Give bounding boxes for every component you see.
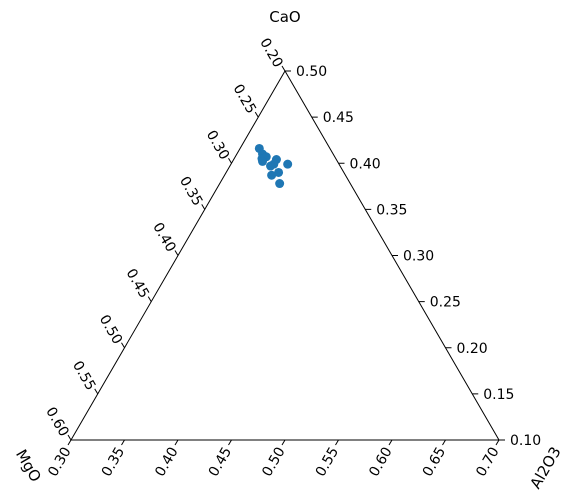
al2o3-tick: [281, 439, 286, 446]
cao-tick-label: 0.10: [510, 433, 541, 449]
ternary-labels: CaO MgO Al2O3: [12, 8, 565, 492]
al2o3-tick: [228, 439, 232, 446]
cao-axis-label: CaO: [269, 8, 300, 26]
al2o3-tick: [121, 439, 125, 446]
al2o3-tick: [335, 439, 339, 446]
al2o3-tick-label: 0.35: [99, 445, 128, 480]
cao-tick-label: 0.15: [483, 387, 514, 403]
mgo-tick: [94, 388, 99, 395]
al2o3-tick-label: 0.45: [206, 445, 235, 480]
al2o3-tick-label: 0.50: [259, 445, 288, 480]
al2o3-tick-label: 0.40: [152, 445, 181, 480]
data-point: [283, 159, 293, 169]
data-point: [266, 161, 276, 171]
cao-tick-label: 0.30: [403, 249, 434, 265]
cao-tick-label: 0.40: [350, 156, 381, 172]
mgo-tick: [254, 111, 259, 118]
mgo-tick: [228, 157, 232, 164]
ternary-axes: [70, 70, 500, 441]
mgo-tick: [121, 342, 125, 349]
mgo-tick-label: 0.45: [123, 266, 152, 301]
mgo-tick-label: 0.50: [96, 312, 125, 347]
al2o3-tick: [442, 439, 446, 446]
cao-tick-label: 0.50: [296, 64, 327, 80]
cao-tick-label: 0.35: [376, 202, 407, 218]
mgo-tick-label: 0.20: [256, 36, 285, 71]
data-point: [258, 156, 268, 166]
mgo-axis-label: MgO: [12, 446, 45, 485]
cao-tick-label: 0.25: [430, 295, 461, 311]
data-points: [254, 143, 293, 189]
al2o3-tick: [495, 439, 500, 446]
al2o3-tick-label: 0.30: [45, 445, 74, 480]
triangle-outline: [70, 70, 500, 441]
mgo-tick-label: 0.60: [42, 405, 71, 440]
al2o3-tick: [174, 439, 179, 446]
mgo-tick: [147, 296, 152, 302]
data-point: [275, 179, 285, 189]
mgo-tick: [174, 250, 179, 256]
mgo-tick-label: 0.25: [230, 82, 259, 117]
ternary-ticks: 0.10 0.15 0.20 0.25 0.30 0.35 0.40 0.45 0.50 0.20…: [42, 36, 541, 480]
data-point: [274, 167, 284, 177]
al2o3-tick: [67, 439, 72, 446]
data-point: [267, 170, 277, 180]
mgo-tick-label: 0.55: [69, 358, 98, 393]
al2o3-tick-label: 0.70: [473, 445, 502, 480]
mgo-tick-label: 0.40: [149, 220, 178, 255]
cao-tick-label: 0.20: [457, 341, 488, 357]
al2o3-tick-label: 0.60: [366, 445, 395, 480]
al2o3-axis-label: Al2O3: [526, 444, 564, 492]
cao-tick-label: 0.45: [323, 110, 354, 126]
mgo-tick: [281, 65, 286, 72]
al2o3-tick: [388, 439, 393, 446]
al2o3-tick-label: 0.55: [313, 445, 342, 480]
mgo-tick-label: 0.30: [203, 128, 232, 163]
mgo-tick: [67, 434, 72, 441]
mgo-tick: [201, 204, 206, 210]
mgo-tick-label: 0.35: [176, 174, 205, 209]
al2o3-tick-label: 0.65: [420, 445, 449, 480]
